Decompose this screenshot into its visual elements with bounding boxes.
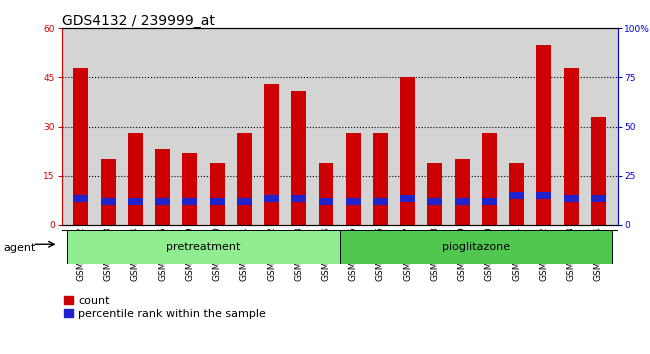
Bar [428, 162, 443, 225]
Bar [318, 198, 333, 205]
Bar [373, 133, 388, 225]
Legend: count, percentile rank within the sample: count, percentile rank within the sample [64, 296, 266, 319]
Bar [428, 198, 443, 205]
Bar [536, 192, 551, 199]
Bar [209, 198, 224, 205]
Bar [509, 162, 524, 225]
Bar [536, 45, 551, 225]
Bar [128, 198, 143, 205]
Bar [237, 198, 252, 205]
Bar [73, 68, 88, 225]
Bar [291, 91, 306, 225]
Text: pretreatment: pretreatment [166, 242, 240, 252]
Bar [400, 195, 415, 202]
Bar [318, 162, 333, 225]
Text: agent: agent [3, 243, 36, 253]
Bar [209, 162, 224, 225]
Bar [455, 198, 470, 205]
Bar [400, 78, 415, 225]
Bar [101, 159, 116, 225]
Bar [564, 68, 578, 225]
Bar [155, 198, 170, 205]
Bar [591, 117, 606, 225]
Bar [346, 198, 361, 205]
Bar [455, 159, 470, 225]
Text: pioglitazone: pioglitazone [442, 242, 510, 252]
Bar [237, 133, 252, 225]
Bar [101, 198, 116, 205]
Bar [591, 195, 606, 202]
Bar [182, 198, 198, 205]
Bar [264, 195, 279, 202]
Bar [339, 230, 612, 264]
Text: GDS4132 / 239999_at: GDS4132 / 239999_at [62, 14, 214, 28]
Bar [264, 84, 279, 225]
Bar [73, 195, 88, 202]
Bar [155, 149, 170, 225]
Bar [509, 192, 524, 199]
Bar [482, 133, 497, 225]
Bar [373, 198, 388, 205]
Bar [128, 133, 143, 225]
Bar [346, 133, 361, 225]
Bar [182, 153, 198, 225]
Bar [564, 195, 578, 202]
Bar [291, 195, 306, 202]
Bar [67, 230, 339, 264]
Bar [482, 198, 497, 205]
